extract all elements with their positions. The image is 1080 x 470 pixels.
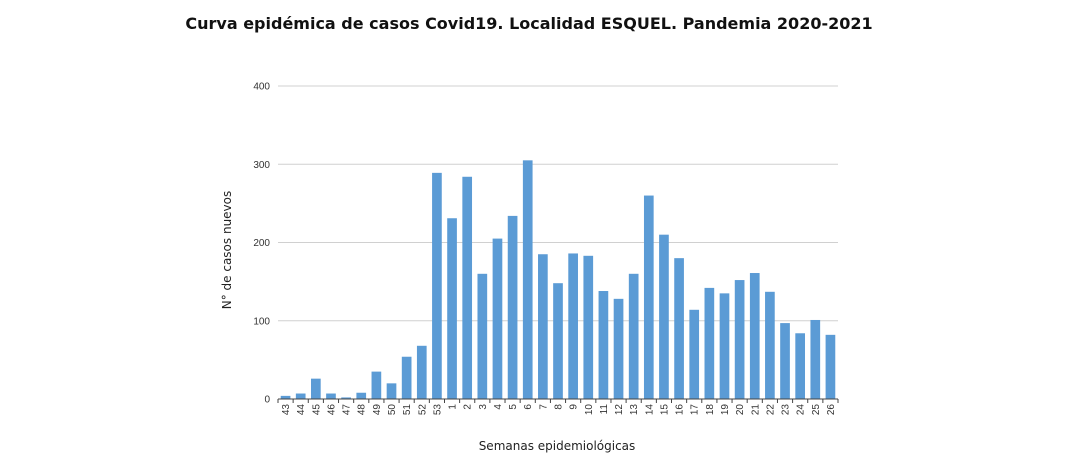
bar xyxy=(583,255,594,399)
bar xyxy=(734,280,745,399)
x-tick-label: 18 xyxy=(705,404,716,416)
x-tick-label: 26 xyxy=(826,404,837,416)
y-tick-label: 100 xyxy=(253,316,270,327)
y-tick-label: 0 xyxy=(264,395,270,406)
x-tick-label: 12 xyxy=(614,404,625,416)
x-tick-label: 1 xyxy=(448,404,459,410)
bar xyxy=(825,334,836,399)
x-tick-label: 19 xyxy=(720,404,731,416)
bar xyxy=(719,293,730,399)
bar xyxy=(749,273,760,399)
x-tick-label: 9 xyxy=(569,404,580,410)
x-tick-label: 48 xyxy=(357,404,368,416)
bar xyxy=(507,215,518,399)
x-tick-label: 14 xyxy=(644,404,655,416)
bar xyxy=(416,345,427,399)
x-tick-label: 17 xyxy=(690,404,701,416)
x-tick-label: 24 xyxy=(796,404,807,416)
bar xyxy=(310,378,321,399)
bar xyxy=(553,283,563,399)
x-tick-label: 20 xyxy=(735,404,746,416)
x-tick-label: 47 xyxy=(342,404,353,416)
x-tick-label: 25 xyxy=(811,404,822,416)
x-tick-label: 53 xyxy=(432,404,443,416)
bar xyxy=(477,273,488,399)
bar xyxy=(341,397,351,399)
x-tick-label: 7 xyxy=(538,404,549,410)
x-tick-label: 46 xyxy=(326,404,337,416)
x-tick-label: 52 xyxy=(417,404,428,416)
bar xyxy=(704,287,715,399)
x-tick-label: 22 xyxy=(765,404,776,416)
bar xyxy=(628,273,639,399)
bar xyxy=(371,371,382,399)
bar xyxy=(326,393,336,399)
bar xyxy=(659,234,669,399)
bar xyxy=(810,319,821,399)
bar xyxy=(280,395,291,399)
x-tick-label: 49 xyxy=(372,404,383,416)
x-tick-label: 8 xyxy=(554,404,565,410)
x-axis-title: Semanas epidemiológicas xyxy=(479,439,636,453)
bar xyxy=(522,160,533,399)
bar xyxy=(492,238,503,399)
bar xyxy=(568,253,578,399)
x-tick-label: 3 xyxy=(478,404,489,410)
x-tick-label: 43 xyxy=(281,404,292,416)
x-tick-label: 5 xyxy=(508,404,519,410)
chart-title: Curva epidémica de casos Covid19. Locali… xyxy=(185,14,873,33)
x-tick-label: 51 xyxy=(402,404,413,416)
bar xyxy=(613,298,624,399)
y-tick-label: 400 xyxy=(253,82,270,93)
bar xyxy=(765,291,775,399)
bar xyxy=(538,254,548,399)
x-tick-label: 21 xyxy=(750,404,761,416)
x-tick-label: 2 xyxy=(463,404,474,410)
x-tick-label: 10 xyxy=(584,404,595,416)
x-tick-label: 16 xyxy=(675,404,686,416)
x-tick-label: 11 xyxy=(599,404,610,415)
bar xyxy=(386,383,397,399)
x-tick-label: 23 xyxy=(781,404,792,416)
bar xyxy=(432,172,442,399)
x-tick-label: 44 xyxy=(296,404,307,416)
y-tick-label: 300 xyxy=(253,160,270,171)
x-tick-label: 13 xyxy=(629,404,640,416)
y-tick-label: 200 xyxy=(253,238,270,249)
x-tick-label: 6 xyxy=(523,404,534,410)
x-tick-label: 45 xyxy=(311,404,322,416)
x-tick-label: 4 xyxy=(493,404,504,410)
bar xyxy=(447,218,457,399)
bar xyxy=(689,309,700,399)
bar xyxy=(780,323,790,399)
bar xyxy=(643,195,654,399)
y-axis-title: N° de casos nuevos xyxy=(220,191,234,310)
x-tick-label: 15 xyxy=(659,404,670,416)
bar xyxy=(462,176,473,399)
bar xyxy=(674,258,684,399)
bars xyxy=(280,160,836,399)
bar xyxy=(295,393,306,399)
x-tick-label: 50 xyxy=(387,404,398,416)
bar xyxy=(795,333,806,399)
bar xyxy=(401,356,412,399)
bar xyxy=(598,291,609,399)
bar xyxy=(356,392,367,399)
